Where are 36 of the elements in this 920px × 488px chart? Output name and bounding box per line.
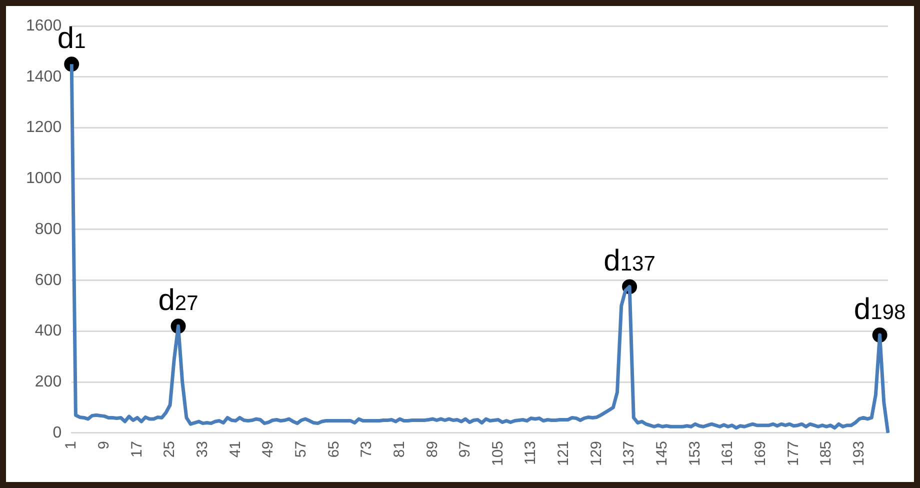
x-tick-label: 97 — [456, 440, 474, 458]
x-tick-label: 169 — [752, 440, 769, 466]
x-tick-label: 41 — [226, 440, 244, 458]
x-tick-label: 113 — [522, 440, 540, 465]
annotation: d27 — [158, 284, 198, 318]
x-tick-label: 33 — [194, 440, 212, 458]
x-tick-label: 65 — [325, 440, 342, 458]
x-tick-label: 57 — [292, 440, 310, 458]
x-tick-label: 153 — [686, 440, 704, 466]
x-tick-label: 121 — [555, 440, 572, 466]
x-tick-label: 1 — [62, 440, 80, 450]
x-tick-label: 137 — [620, 440, 638, 466]
x-tick-label: 193 — [850, 440, 868, 466]
x-tick-label: 25 — [161, 440, 178, 458]
x-tick-label: 161 — [719, 440, 736, 466]
x-tick-label: 105 — [489, 440, 506, 466]
y-tick-label: 600 — [34, 272, 62, 289]
y-tick-label: 400 — [34, 322, 62, 340]
y-tick-label: 200 — [34, 374, 62, 391]
x-tick-label: 89 — [424, 440, 441, 458]
x-tick-label: 129 — [588, 440, 605, 466]
x-tick-label: 73 — [358, 440, 376, 458]
x-tick-label: 17 — [128, 440, 146, 458]
y-tick-label: 1000 — [26, 170, 62, 188]
x-tick-label: 177 — [784, 440, 802, 466]
x-tick-label: 185 — [818, 440, 835, 466]
y-tick-label: 1200 — [26, 119, 62, 136]
annotation: d137 — [604, 244, 656, 278]
y-tick-label: 800 — [34, 220, 62, 238]
annotation: d198 — [854, 293, 906, 326]
y-tick-label: 0 — [52, 424, 62, 442]
x-tick-label: 145 — [654, 440, 670, 466]
y-tick-label: 1400 — [26, 68, 62, 86]
x-tick-label: 49 — [260, 440, 277, 458]
x-tick-label: 81 — [390, 440, 408, 458]
x-tick-label: 9 — [96, 440, 113, 450]
